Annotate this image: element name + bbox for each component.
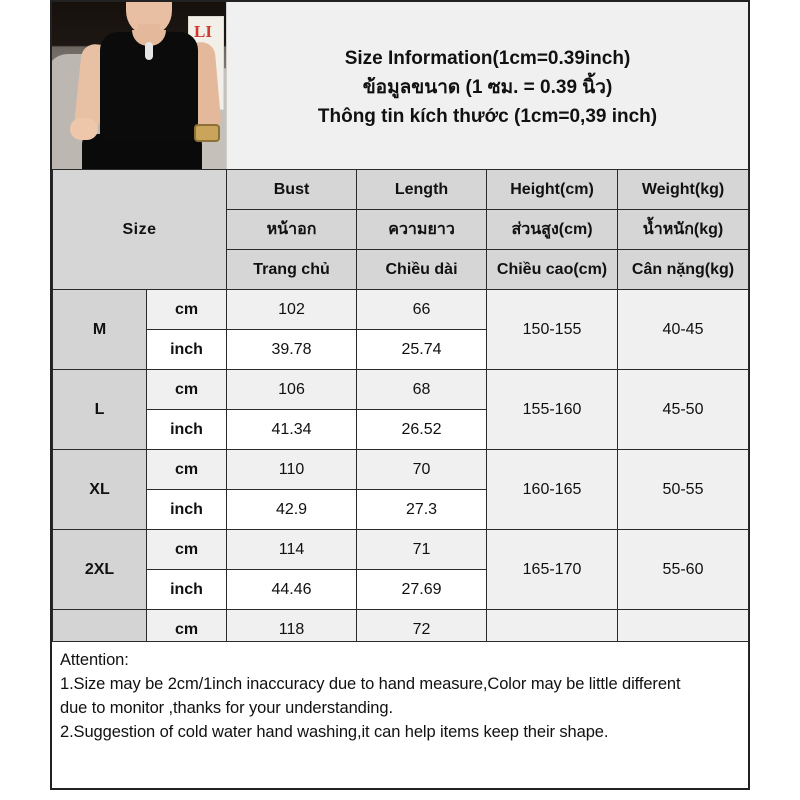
height-xl: 160-165 — [486, 449, 619, 530]
length-cm-xl: 70 — [356, 449, 488, 490]
header-length-th: ความยาว — [356, 209, 488, 250]
title-block: Size Information(1cm=0.39inch) ข้อมูลขนา… — [227, 2, 748, 169]
table-header-row-vi: Trang chủ Chiều dài Chiều cao(cm) Cân nặ… — [53, 249, 750, 290]
unit-cm: cm — [145, 289, 228, 330]
table-row: inch 42.9 27.3 — [53, 489, 749, 530]
unit-inch: inch — [145, 329, 228, 370]
bust-inch-2xl: 44.46 — [226, 569, 358, 610]
attention-block: Attention: 1.Size may be 2cm/1inch inacc… — [52, 641, 748, 788]
length-inch-2xl: 27.69 — [356, 569, 488, 610]
header-height-vi: Chiều cao(cm) — [486, 249, 619, 290]
table-row: L cm 106 68 155-160 45-50 — [52, 369, 750, 450]
bust-cm-xl: 110 — [226, 449, 358, 490]
size-table: Size Bust Length Height(cm) Weight(kg) ห… — [51, 169, 750, 690]
unit-cm: cm — [145, 529, 228, 570]
table-header-row-en: Size Bust Length Height(cm) Weight(kg) — [51, 169, 750, 290]
title-thai: ข้อมูลขนาด (1 ซม. = 0.39 นิ้ว) — [362, 77, 613, 98]
length-cm-2xl: 71 — [356, 529, 488, 570]
length-inch-m: 25.74 — [356, 329, 488, 370]
unit-inch: inch — [145, 569, 228, 610]
unit-inch: inch — [145, 489, 228, 530]
height-l: 155-160 — [486, 369, 619, 450]
length-cm-m: 66 — [356, 289, 488, 330]
size-label-m: M — [52, 289, 147, 370]
header-bust-th: หน้าอก — [226, 209, 358, 250]
weight-l: 45-50 — [617, 369, 750, 450]
photo-model-collar — [132, 30, 166, 46]
attention-line-3: 2.Suggestion of cold water hand washing,… — [60, 723, 609, 741]
header-weight-th: น้ำหนัก(kg) — [617, 209, 750, 250]
length-cm-l: 68 — [356, 369, 488, 410]
header-bust-en: Bust — [226, 169, 358, 210]
photo-model-watch — [194, 124, 220, 142]
top-band: LI PI F Size Information(1cm=0.39inch) ข… — [52, 2, 748, 169]
poster-letter-1: LI — [194, 22, 212, 41]
unit-inch: inch — [145, 409, 228, 450]
bust-inch-xl: 42.9 — [226, 489, 358, 530]
weight-m: 40-45 — [617, 289, 750, 370]
bust-inch-m: 39.78 — [226, 329, 358, 370]
unit-cm: cm — [145, 449, 228, 490]
attention-line-1: 1.Size may be 2cm/1inch inaccuracy due t… — [60, 675, 681, 693]
size-label-2xl: 2XL — [52, 529, 147, 610]
header-weight-vi: Cân nặng(kg) — [617, 249, 750, 290]
size-label-xl: XL — [52, 449, 147, 530]
height-m: 150-155 — [486, 289, 619, 370]
header-height-en: Height(cm) — [486, 169, 619, 210]
attention-line-2: due to monitor ,thanks for your understa… — [60, 699, 393, 717]
header-bust-vi: Trang chủ — [226, 249, 358, 290]
header-length-vi: Chiều dài — [356, 249, 488, 290]
attention-heading: Attention: — [60, 651, 129, 669]
height-2xl: 165-170 — [486, 529, 619, 610]
table-row: inch 44.46 27.69 — [53, 569, 749, 610]
table-row: 2XL cm 114 71 165-170 55-60 — [52, 529, 750, 610]
bust-cm-2xl: 114 — [226, 529, 358, 570]
title-english: Size Information(1cm=0.39inch) — [344, 48, 631, 69]
header-length-en: Length — [356, 169, 488, 210]
bust-inch-l: 41.34 — [226, 409, 358, 450]
chart-frame: LI PI F Size Information(1cm=0.39inch) ข… — [50, 0, 750, 790]
unit-cm: cm — [145, 369, 228, 410]
size-label-l: L — [52, 369, 147, 450]
weight-2xl: 55-60 — [617, 529, 750, 610]
table-row: XL cm 110 70 160-165 50-55 — [52, 449, 750, 530]
bust-cm-m: 102 — [226, 289, 358, 330]
header-size-label: Size — [51, 169, 228, 290]
photo-model-hand — [70, 118, 98, 140]
bust-cm-l: 106 — [226, 369, 358, 410]
product-photo: LI PI F — [52, 2, 227, 169]
header-weight-en: Weight(kg) — [617, 169, 750, 210]
weight-xl: 50-55 — [617, 449, 750, 530]
table-row: inch 41.34 26.52 — [53, 409, 749, 450]
header-height-th: ส่วนสูง(cm) — [486, 209, 619, 250]
photo-model-necklace — [145, 42, 153, 60]
length-inch-l: 26.52 — [356, 409, 488, 450]
table-row: M cm 102 66 150-155 40-45 — [52, 289, 750, 370]
title-vietnamese: Thông tin kích thước (1cm=0,39 inch) — [317, 106, 658, 127]
length-inch-xl: 27.3 — [356, 489, 488, 530]
